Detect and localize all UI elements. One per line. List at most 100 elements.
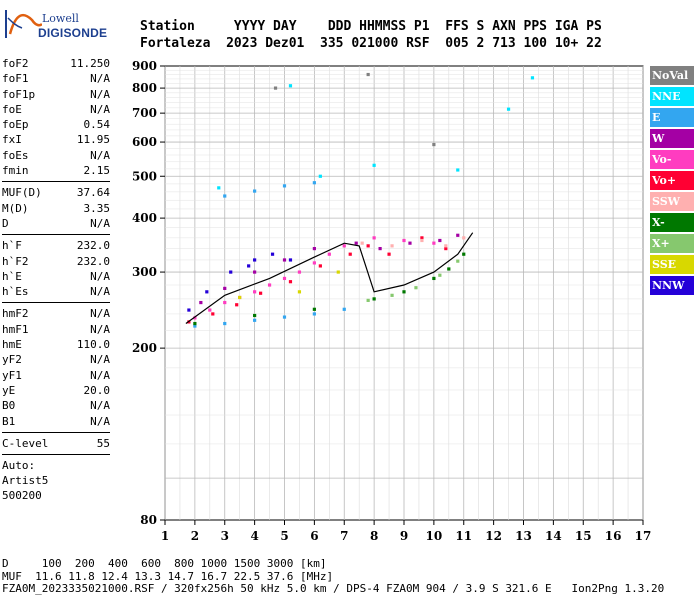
series-group	[193, 252, 466, 326]
echo-point	[420, 238, 424, 243]
param-name: D	[2, 216, 9, 230]
param-name: h`F	[2, 239, 22, 253]
echo-point	[297, 270, 302, 274]
echo-point	[270, 252, 275, 256]
echo-point	[336, 270, 340, 274]
legend-item: SSE	[650, 255, 694, 274]
param-row: yF1 N/A	[2, 368, 110, 383]
profile-parameters-group: hmF2 N/A hmF1 N/A hmE 110.0 yF2 N/A yF1 N/A yE 20.0…	[2, 306, 110, 428]
param-row: M(D) 3.35	[2, 201, 110, 216]
echo-point	[267, 283, 272, 287]
series-group	[193, 181, 346, 328]
series-group	[273, 72, 436, 147]
echo-point	[193, 316, 197, 320]
autoscale-label: Auto:	[2, 459, 36, 473]
param-name: foF1p	[2, 87, 36, 101]
x-tick-label: 13	[515, 529, 532, 543]
y-tick-label: 80	[140, 513, 157, 527]
param-value: 20.0	[83, 383, 111, 397]
series-group	[187, 252, 293, 312]
x-tick-label: 12	[485, 529, 502, 543]
param-row: hmF1 N/A	[2, 322, 110, 337]
echo-point	[456, 233, 460, 237]
y-tick-label: 900	[132, 59, 157, 73]
param-row: B1 N/A	[2, 414, 110, 429]
param-name: h`Es	[2, 285, 29, 299]
y-tick-label: 700	[132, 106, 157, 120]
param-value: N/A	[90, 322, 110, 336]
echo-point	[312, 307, 316, 311]
legend-item: NoVal	[650, 66, 694, 85]
header-labels: Station YYYY DAY DDD HHMMSS P1 FFS S AXN…	[140, 19, 602, 34]
echo-point	[438, 273, 442, 277]
y-tick-label: 600	[132, 135, 157, 149]
param-name: yE	[2, 383, 16, 397]
param-row: foF1 N/A	[2, 71, 110, 86]
series-group	[360, 236, 466, 248]
echo-point	[366, 244, 370, 248]
scaled-parameters-panel: foF2 11.250 foF1 N/A foF1p N/A foE N/A foEp 0.54 f…	[2, 56, 110, 503]
echo-point	[432, 142, 436, 147]
param-value: N/A	[90, 368, 110, 382]
legend-item: Vo+	[650, 171, 694, 190]
legend-item: SSW	[650, 192, 694, 211]
echo-point	[432, 276, 436, 281]
logo-model: DIGISONDE	[38, 26, 108, 40]
echo-point	[462, 252, 466, 256]
x-tick-label: 7	[340, 529, 348, 543]
echo-point	[318, 264, 322, 268]
x-tick-label: 11	[455, 529, 472, 543]
param-name: M(D)	[2, 201, 29, 215]
confidence-group: C-level 55	[2, 436, 110, 451]
x-tick-label: 10	[426, 529, 443, 543]
series-group	[217, 76, 535, 190]
param-value: 232.0	[76, 239, 110, 253]
divider	[2, 181, 110, 183]
x-tick-label: 16	[605, 529, 622, 543]
y-tick-label: 800	[132, 81, 157, 95]
echo-point	[378, 246, 382, 251]
x-axis-ticks: 1 2 3 4 5 6 7 8 9 10 11 12 13 14 15 16 17	[161, 520, 652, 543]
divider	[2, 431, 110, 433]
echo-point	[253, 290, 257, 294]
echo-point	[312, 181, 316, 185]
echo-point	[229, 270, 233, 274]
x-tick-label: 15	[575, 529, 592, 543]
echo-point	[462, 236, 466, 240]
legend-item: W	[650, 129, 694, 148]
echo-point	[372, 236, 376, 240]
echo-point	[456, 259, 460, 263]
muf-group: MUF(D) 37.64 M(D) 3.35 D N/A	[2, 185, 110, 231]
legend-item: E	[650, 108, 694, 127]
param-row: foEp 0.54	[2, 117, 110, 132]
param-value: 2.15	[83, 164, 111, 178]
x-tick-label: 17	[635, 529, 652, 543]
param-name: foEs	[2, 148, 29, 162]
param-row: D N/A	[2, 216, 110, 231]
echo-point	[447, 267, 451, 271]
y-tick-label: 400	[132, 211, 157, 225]
logo-wave-icon	[5, 10, 42, 38]
echo-point	[390, 244, 394, 248]
chart-grid	[164, 66, 644, 520]
param-row: foF2 11.250	[2, 56, 110, 71]
logo-brand: Lowell	[42, 12, 79, 25]
y-axis-ticks: 80 200 300 400 500 600 700 800 900	[132, 59, 165, 527]
echo-point	[312, 261, 316, 265]
echo-points	[187, 72, 535, 328]
x-tick-label: 3	[221, 529, 229, 543]
param-row: foE N/A	[2, 102, 110, 117]
echo-point	[282, 276, 287, 281]
param-row: h`Es N/A	[2, 284, 110, 299]
echo-point	[253, 189, 257, 193]
legend-item: X-	[650, 213, 694, 232]
echo-point	[402, 238, 406, 243]
param-name: h`E	[2, 269, 22, 283]
series-group	[366, 259, 460, 302]
param-value: N/A	[90, 102, 110, 116]
echo-point	[223, 321, 227, 326]
x-tick-label: 14	[545, 529, 562, 543]
series-group	[199, 233, 460, 305]
param-value: N/A	[90, 87, 110, 101]
param-value: N/A	[90, 285, 110, 299]
